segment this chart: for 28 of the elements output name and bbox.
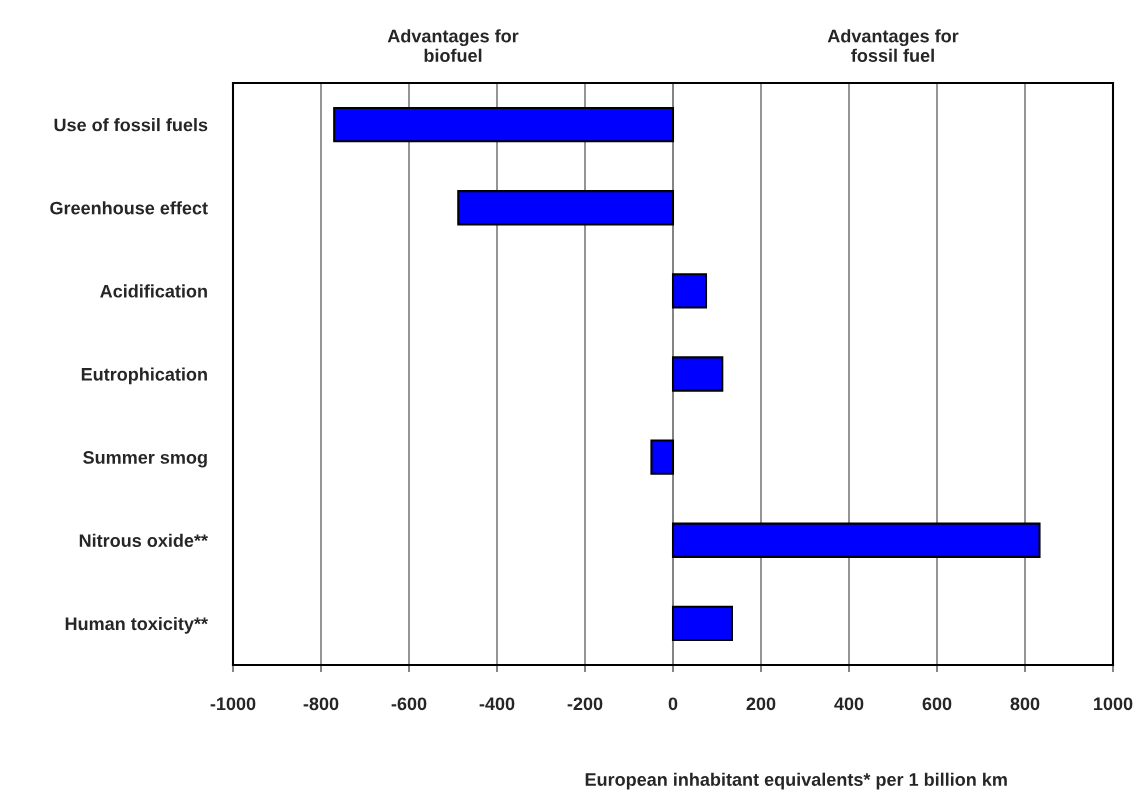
bar <box>671 605 733 642</box>
x-tick-label: 600 <box>922 697 952 711</box>
text: Advantages for fossil fuel <box>827 29 959 62</box>
y-tick-label: Greenhouse effect <box>50 201 208 215</box>
x-axis-title: European inhabitant equivalents* per 1 billion km <box>585 772 1007 790</box>
x-tick-label: 400 <box>834 697 864 711</box>
bar <box>671 356 724 392</box>
y-tick-label: Eutrophication <box>81 367 207 385</box>
y-tick-label: Acidification <box>100 284 207 298</box>
y-tick-label: Nitrous oxide** <box>79 533 208 548</box>
text: Advantages for biofuel <box>387 29 519 62</box>
x-tick-label: 800 <box>1010 697 1040 711</box>
y-tick-label: Summer smog <box>83 451 207 468</box>
bar <box>333 106 675 143</box>
y-tick-label: Human toxicity** <box>65 616 208 634</box>
x-tick-label: -400 <box>479 697 515 711</box>
bar <box>671 273 708 309</box>
y-tick-label: Use of fossil fuels <box>54 118 208 132</box>
x-tick-label: 200 <box>746 697 776 711</box>
x-tick-label: 0 <box>668 697 678 711</box>
x-tick-label: -1000 <box>210 697 256 711</box>
x-tick-label: 1000 <box>1094 697 1133 711</box>
x-tick-label: -600 <box>391 697 427 711</box>
bar <box>671 522 1041 558</box>
bar <box>650 439 675 475</box>
x-tick-label: -200 <box>567 697 603 711</box>
bar <box>457 190 675 226</box>
x-tick-label: -800 <box>303 697 339 711</box>
